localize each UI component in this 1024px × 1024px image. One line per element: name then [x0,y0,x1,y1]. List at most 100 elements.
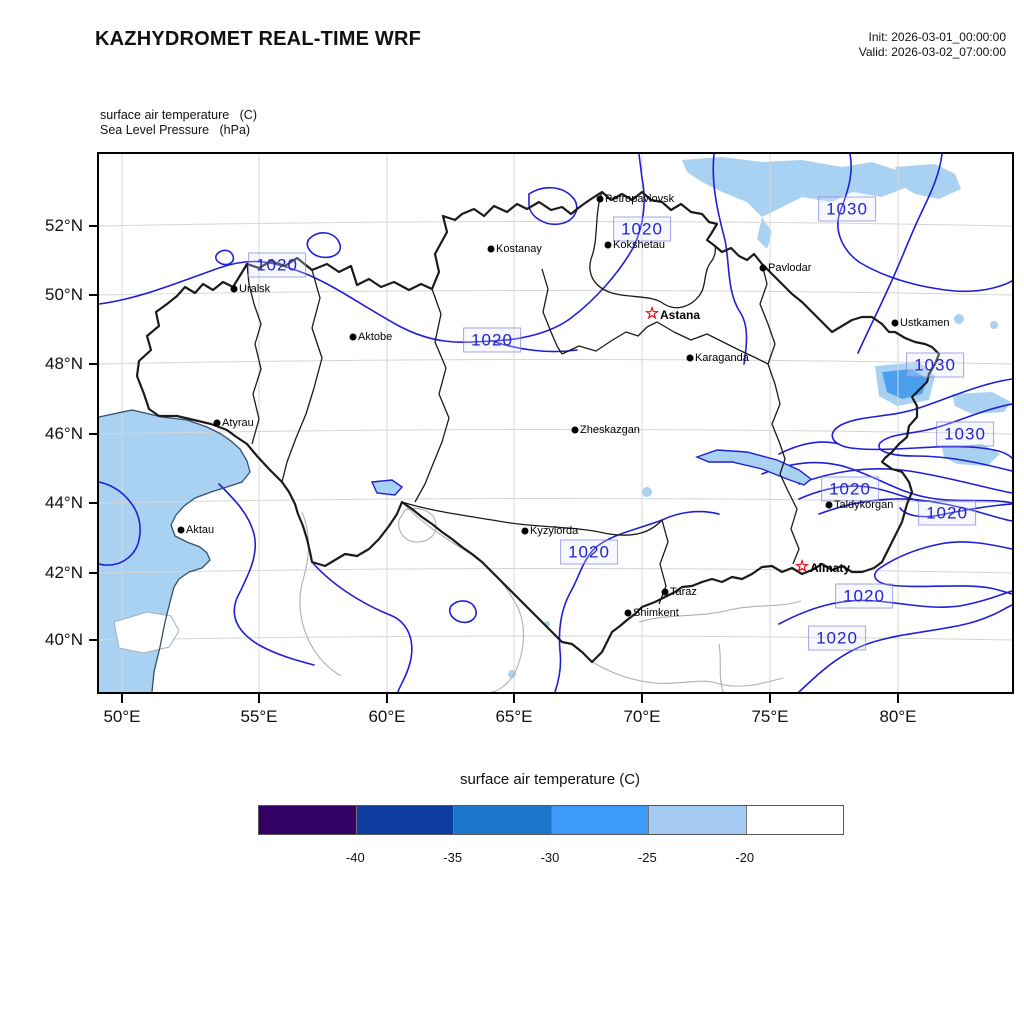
graticule-grid [99,154,1012,692]
lon-tick [258,694,260,703]
variable-legend: surface air temperature (C) Sea Level Pr… [100,108,257,138]
colorbar-segment [551,806,649,834]
city-label: Petropavlovsk [605,193,675,205]
lon-tick [513,694,515,703]
city-dot-icon [521,527,529,535]
init-timestamp: Init: 2026-03-01_00:00:00 [868,30,1006,44]
colorbar-tick-label: -40 [345,850,365,865]
colorbar [258,805,844,835]
valid-timestamp: Valid: 2026-03-02_07:00:00 [858,45,1006,59]
colorbar-segment [259,806,357,834]
city-dot-icon [825,501,833,509]
city-dot-icon [686,354,694,362]
lat-tick-label: 46°N [45,424,83,443]
city-label: Aktobe [358,331,393,343]
city-label: Taldykorgan [834,499,894,511]
city-dot-icon [661,588,669,596]
city-label: Kostanay [496,243,542,255]
colorbar-tick-label: -25 [637,850,657,865]
map-panel: 52°N 50°N 48°N 46°N 44°N 42°N 40°N 50°E 55°E 60°… [45,152,1014,726]
city-dot-icon [624,609,632,617]
city-dot-icon [604,241,612,249]
cold-shading-areas [508,157,1011,678]
caspian-coastline [99,409,251,692]
capital-star-icon: ☆ [644,305,660,323]
colorbar-segment [454,806,552,834]
city-label: Pavlodar [768,262,812,274]
lakes [370,449,813,496]
colorbar-tick-label: -20 [735,850,755,865]
lon-tick [386,694,388,703]
city-dot-icon [349,333,357,341]
lon-tick-label: 50°E [103,707,141,726]
pressure-label: 1020 [835,583,893,609]
lon-tick-label: 65°E [495,707,533,726]
lat-tick-label: 40°N [45,630,83,649]
city-dot-icon [571,426,579,434]
lon-tick [121,694,123,703]
city-label: Almaty [810,561,851,575]
lon-tick [769,694,771,703]
colorbar-segment [356,806,454,834]
lon-tick [897,694,899,703]
page-title: KAZHYDROMET REAL-TIME WRF [95,28,422,50]
city-label: Kyzylorda [530,525,579,537]
city-label: Kokshetau [613,239,665,251]
colorbar-tick-label: -35 [443,850,463,865]
lat-tick-label: 50°N [45,285,83,304]
city-label: Karaganda [695,352,749,364]
city-dot-icon [213,419,221,427]
pressure-label: 1020 [560,539,618,565]
lon-tick-label: 70°E [623,707,661,726]
lat-tick-label: 44°N [45,493,83,512]
lon-tick-label: 60°E [368,707,406,726]
city-dot-icon [230,285,238,293]
lon-tick-label: 80°E [879,707,917,726]
city-label: Shimkent [633,607,679,619]
lat-tick [89,572,99,574]
lat-tick-label: 42°N [45,563,83,582]
lat-tick [89,639,99,641]
colorbar-tick-label: -30 [540,850,560,865]
kazakhstan-border [135,190,941,664]
lat-tick [89,225,99,227]
city-dot-icon [177,526,185,534]
oblast-borders [246,191,800,605]
pressure-label: 1020 [248,252,306,278]
city-label: Zheskazgan [580,424,640,436]
lon-tick-label: 75°E [751,707,789,726]
lon-tick-label: 55°E [240,707,278,726]
colorbar-segment [746,806,843,834]
pressure-label: 1020 [463,327,521,353]
variable-line-pressure: Sea Level Pressure (hPa) [100,123,251,137]
pressure-label: 1030 [906,352,964,378]
lat-tick [89,294,99,296]
pressure-label: 1030 [818,196,876,222]
lat-tick [89,433,99,435]
colorbar-title: surface air temperature (C) [459,771,641,788]
city-label: Aktau [186,524,215,536]
run-timestamps: Init: 2026-03-01_00:00:00 Valid: 2026-03… [859,30,1006,60]
colorbar-segment [649,806,747,834]
city-label: Ustkamen [900,317,950,329]
map-canvas [99,154,1012,692]
city-label: Astana [660,308,701,322]
city-label: Taraz [670,586,697,598]
city-label: Atyrau [222,417,254,429]
pressure-label: 1030 [936,421,994,447]
lat-tick [89,363,99,365]
lat-tick [89,502,99,504]
city-dot-icon [487,245,495,253]
lon-tick [641,694,643,703]
capital-star-icon: ☆ [794,558,810,576]
city-dot-icon [759,264,767,272]
pressure-label: 1020 [918,500,976,526]
city-label: Uralsk [239,283,271,295]
pressure-label: 1020 [613,216,671,242]
kara-bogaz-gulf [113,611,180,654]
pressure-label: 1020 [808,625,866,651]
variable-line-temperature: surface air temperature (C) [100,108,257,122]
city-dot-icon [596,195,604,203]
lat-tick-label: 52°N [45,216,83,235]
pressure-label: 1020 [821,476,879,502]
